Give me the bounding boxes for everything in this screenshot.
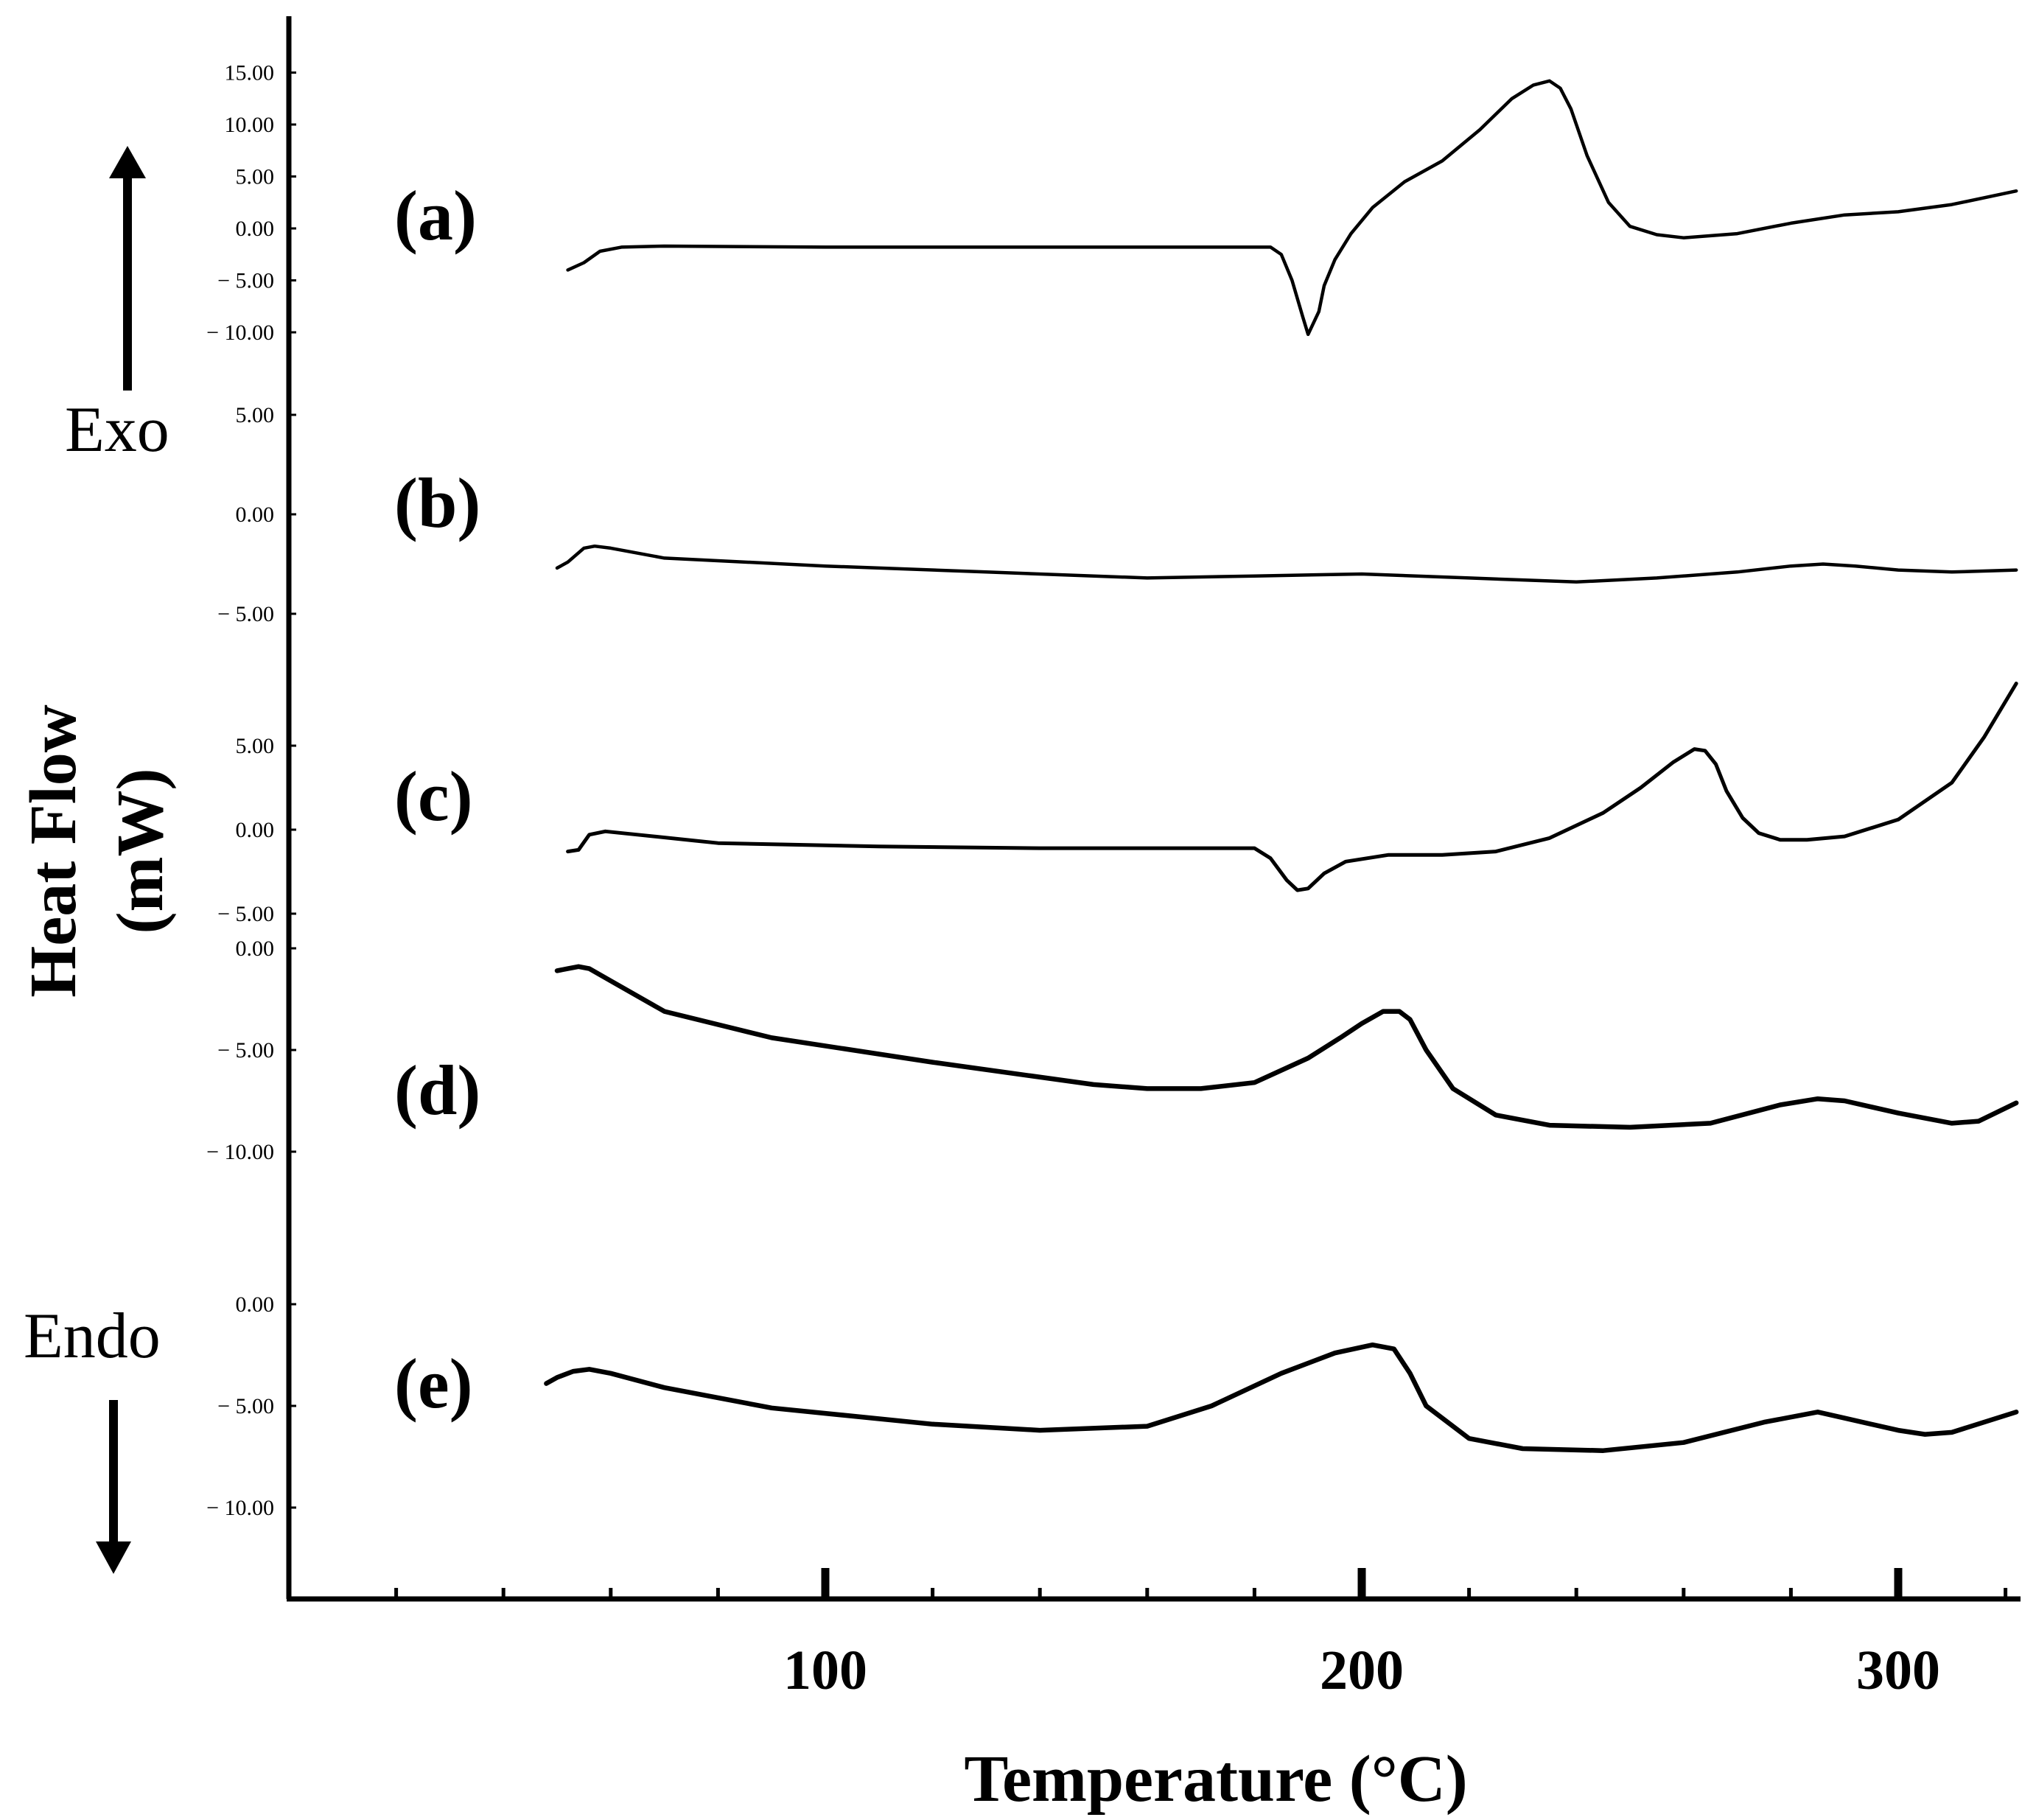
x-major-ticks: 100 200 300 <box>783 1568 1940 1701</box>
y-tick-label: 0.00 <box>236 1292 275 1317</box>
series-line-e <box>544 1342 2019 1453</box>
x-tick-label: 300 <box>1856 1639 1940 1701</box>
y-tick-label: 0.00 <box>236 217 275 241</box>
exo-arrow-head <box>109 146 146 178</box>
curves-group <box>544 79 2019 1453</box>
series-line-d <box>554 964 2019 1130</box>
endo-label: Endo <box>24 1301 161 1372</box>
y-tick-label: 10.00 <box>225 113 275 137</box>
x-tick-label: 100 <box>783 1639 867 1701</box>
series-label-e: (e) <box>394 1344 473 1423</box>
x-minor-ticks <box>394 1588 2008 1599</box>
x-tick-label: 200 <box>1320 1639 1404 1701</box>
y-axis-title-line1: Heat Flow <box>17 704 90 997</box>
y-tick-label: − 10.00 <box>206 1140 274 1164</box>
x-axis-title: Temperature (°C) <box>964 1743 1467 1816</box>
endo-arrow-head <box>96 1541 131 1574</box>
series-label-b: (b) <box>394 463 480 542</box>
y-axis-title-line2: (mW) <box>104 769 177 934</box>
y-tick-label: − 5.00 <box>217 269 274 293</box>
y-tick-label: − 5.00 <box>217 1038 274 1063</box>
y-tick-label: 5.00 <box>236 734 275 758</box>
axes: 100 200 300 <box>286 16 2021 1701</box>
y-tick-group: 15.00 10.00 5.00 0.00 − 5.00 − 10.00 5.00 0.00 −… <box>206 61 296 1520</box>
y-tick-label: − 10.00 <box>206 1496 274 1520</box>
series-label-c: (c) <box>394 757 473 836</box>
series-labels: (a) (b) (c) (d) (e) <box>394 176 480 1423</box>
exo-label: Exo <box>65 394 169 466</box>
y-tick-label: 5.00 <box>236 165 275 189</box>
series-line-a <box>566 79 2018 337</box>
y-tick-label: − 5.00 <box>217 602 274 626</box>
endo-indicator: Endo <box>24 1301 161 1574</box>
y-tick-label: 0.00 <box>236 503 275 527</box>
series-label-d: (d) <box>394 1051 480 1130</box>
y-tick-label: 0.00 <box>236 818 275 842</box>
exo-indicator: Exo <box>65 146 169 466</box>
y-tick-label: 15.00 <box>225 61 275 85</box>
y-tick-label: − 5.00 <box>217 1394 274 1418</box>
y-tick-label: − 5.00 <box>217 902 274 926</box>
y-tick-label: 0.00 <box>236 937 275 961</box>
series-line-b <box>555 544 2018 584</box>
series-line-c <box>566 682 2018 892</box>
y-tick-label: 5.00 <box>236 403 275 427</box>
y-tick-label: − 10.00 <box>206 321 274 345</box>
series-label-a: (a) <box>394 176 477 255</box>
